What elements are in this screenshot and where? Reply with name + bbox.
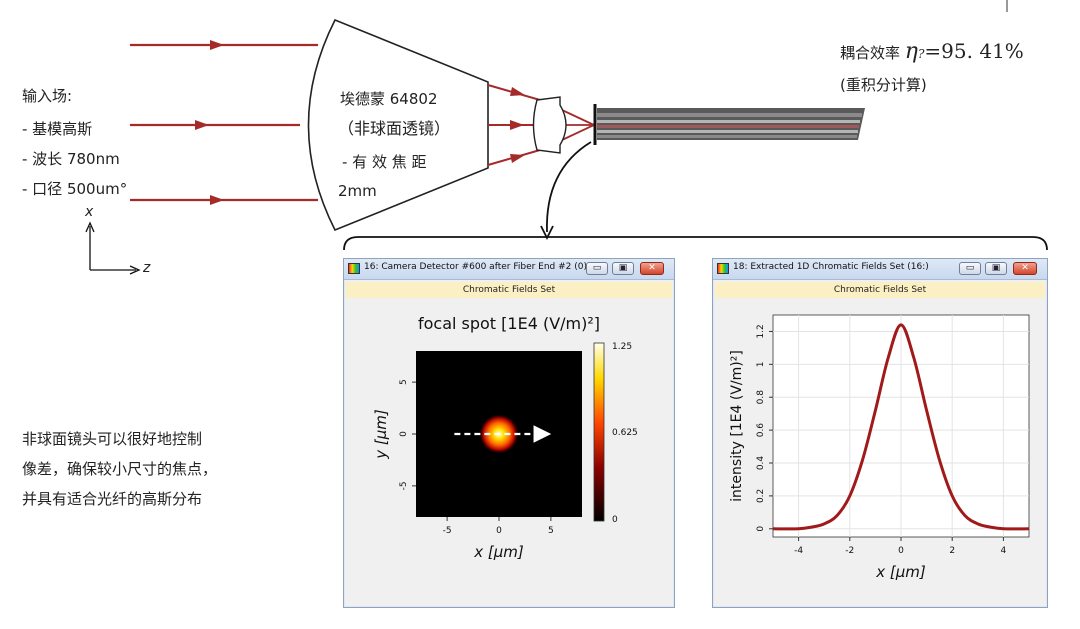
converging-beams: [487, 84, 595, 166]
maximize-button[interactable]: ▣: [612, 262, 634, 275]
heatmap-panel: focal spot [1E4 (V/m)²] -5 0 5 -5 0 5 x [µm]…: [346, 299, 672, 605]
pointer-arrow: [546, 141, 592, 233]
line-chart-panel: -4 -2 0 2 4 0 0.2 0.4 0.6 0.8 1 1.2 x [µm] intensi…: [715, 299, 1045, 605]
close-button[interactable]: ✕: [1013, 262, 1037, 275]
efficiency-value: =95. 41%: [924, 39, 1024, 63]
heatmap-x-ticks: -5 0 5: [443, 517, 554, 536]
minimize-button[interactable]: ▭: [586, 262, 608, 275]
line-y-tick-label: 0.4: [756, 456, 766, 471]
colorbar-label: 0.625: [612, 428, 638, 438]
heatmap-title: focal spot [1E4 (V/m)²]: [418, 314, 600, 333]
line-x-tick-label: -4: [794, 546, 803, 556]
efficiency-label: 耦合效率: [840, 44, 901, 62]
intensity-series-line: [772, 323, 1030, 531]
close-button[interactable]: ✕: [640, 262, 664, 275]
line-y-axis-label: intensity [1E4 (V/m)²]: [729, 350, 745, 502]
brace: [343, 236, 1048, 251]
lens-label-line: （非球面透镜）: [338, 119, 451, 138]
axis-x-label: x: [85, 204, 94, 220]
window-title: 18: Extracted 1D Chromatic Fields Set (1…: [733, 262, 929, 272]
input-item: - 基模高斯: [22, 120, 93, 138]
line-y-tick-label: 0.6: [756, 423, 766, 438]
small-lens-shape: [532, 96, 567, 154]
window-subtitle: Chromatic Fields Set: [346, 282, 672, 298]
camera-detector-window: 16: Camera Detector #600 after Fiber End…: [343, 258, 675, 608]
lens-label-line: 2mm: [338, 182, 377, 200]
line-x-ticks: -4 -2 0 2 4: [794, 537, 1007, 556]
app-icon: [717, 263, 729, 274]
efficiency-method: (重积分计算): [840, 76, 927, 94]
heatmap-x-tick-label: 5: [548, 526, 554, 536]
line-chart-grid: [773, 315, 1029, 537]
note-line: 非球面镜头可以很好地控制: [22, 430, 203, 448]
axis-z-label: z: [143, 260, 151, 276]
line-y-ticks: 0 0.2 0.4 0.6 0.8 1 1.2: [756, 324, 773, 532]
app-icon: [348, 263, 360, 274]
line-y-tick-label: 0: [756, 526, 766, 532]
window-titlebar[interactable]: 18: Extracted 1D Chromatic Fields Set (1…: [713, 259, 1047, 280]
lens-label-line: 埃德蒙 64802: [340, 90, 438, 108]
heatmap-x-tick-label: 0: [496, 526, 502, 536]
window-titlebar[interactable]: 16: Camera Detector #600 after Fiber End…: [344, 259, 674, 280]
heatmap-x-tick-label: -5: [443, 526, 452, 536]
optical-fiber: [597, 108, 865, 140]
line-y-tick-label: 1.2: [756, 324, 766, 338]
note-line: 并具有适合光纤的高斯分布: [22, 490, 203, 508]
line-y-tick-label: 1: [756, 361, 766, 367]
coupling-efficiency: 耦合效率 η?=95. 41%: [840, 40, 1024, 65]
line-y-tick-label: 0.8: [756, 390, 766, 405]
note-line: 像差，确保较小尺寸的焦点，: [22, 460, 218, 478]
colorbar-labels: 1.25 0.625 0: [612, 342, 638, 525]
heatmap-y-tick-label: -5: [399, 481, 409, 490]
input-title: 输入场:: [22, 87, 73, 105]
heatmap-y-axis-label: y [µm]: [372, 409, 390, 460]
colorbar-label: 0: [612, 515, 618, 525]
line-x-tick-label: 4: [1001, 546, 1007, 556]
input-item: - 口径 500um°: [22, 180, 128, 198]
input-item: - 波长 780nm: [22, 150, 120, 168]
extracted-1d-window: 18: Extracted 1D Chromatic Fields Set (1…: [712, 258, 1048, 608]
heatmap-y-ticks: -5 0 5: [399, 379, 416, 490]
lens-label-line: - 有 效 焦 距: [342, 153, 427, 171]
maximize-button[interactable]: ▣: [985, 262, 1007, 275]
line-x-axis-label: x [µm]: [875, 563, 926, 581]
efficiency-subscript: ?: [917, 47, 925, 61]
heatmap-y-tick-label: 5: [399, 379, 409, 385]
minimize-button[interactable]: ▭: [959, 262, 981, 275]
colorbar: [593, 342, 605, 522]
aspheric-lens-shape: [307, 18, 489, 232]
window-title: 16: Camera Detector #600 after Fiber End…: [364, 262, 596, 272]
efficiency-symbol: η: [904, 39, 918, 64]
line-x-tick-label: -2: [845, 546, 854, 556]
colorbar-label: 1.25: [612, 342, 632, 352]
intensity-line-chart: -4 -2 0 2 4 0 0.2 0.4 0.6 0.8 1 1.2 x [µm] intensi…: [729, 314, 1030, 581]
heatmap-x-axis-label: x [µm]: [473, 543, 524, 561]
heatmap-y-tick-label: 0: [399, 431, 409, 437]
line-x-tick-label: 2: [949, 546, 955, 556]
focal-spot-heatmap: focal spot [1E4 (V/m)²] -5 0 5 -5 0 5 x [µm]…: [372, 314, 638, 561]
line-y-tick-label: 0.2: [756, 489, 766, 503]
window-subtitle: Chromatic Fields Set: [715, 282, 1045, 298]
line-x-tick-label: 0: [898, 546, 904, 556]
input-beams: [130, 40, 318, 205]
coordinate-axes: [85, 221, 141, 275]
